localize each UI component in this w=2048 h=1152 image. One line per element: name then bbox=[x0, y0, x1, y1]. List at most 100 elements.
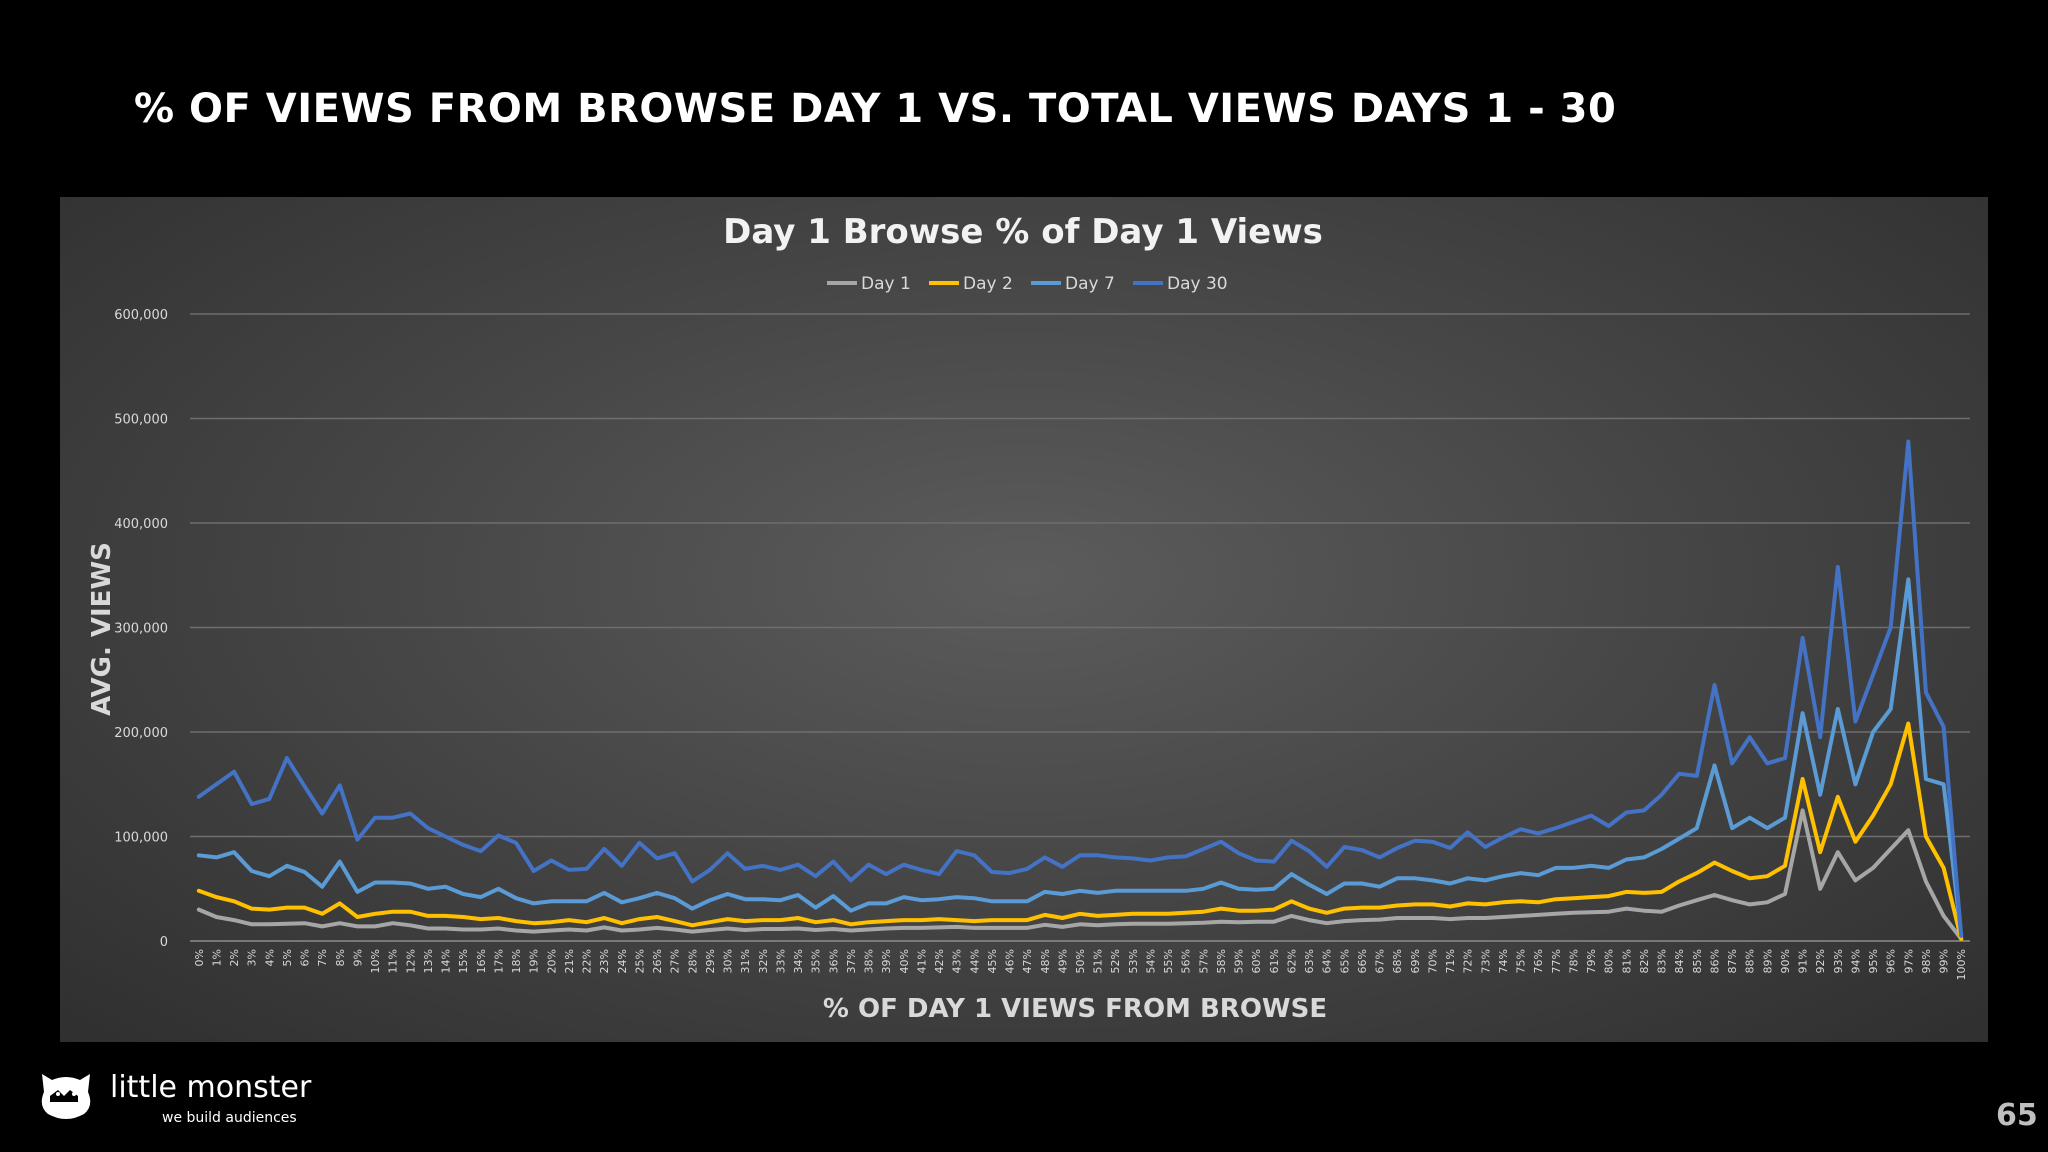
y-tick-label: 300,000 bbox=[114, 622, 168, 637]
x-tick-label: 70% bbox=[1426, 949, 1439, 973]
x-tick-label: 97% bbox=[1902, 949, 1915, 973]
x-tick-label: 74% bbox=[1497, 949, 1510, 973]
x-tick-label: 20% bbox=[545, 949, 558, 973]
x-tick-label: 76% bbox=[1532, 949, 1545, 973]
x-tick-label: 49% bbox=[1056, 949, 1069, 973]
x-tick-label: 3% bbox=[246, 949, 259, 966]
x-tick-label: 83% bbox=[1656, 949, 1669, 973]
x-tick-label: 22% bbox=[581, 949, 594, 973]
x-tick-label: 37% bbox=[845, 949, 858, 973]
chart-title: Day 1 Browse % of Day 1 Views bbox=[723, 212, 1323, 252]
series-line-day-30 bbox=[196, 439, 1964, 938]
x-tick-label: 10% bbox=[369, 949, 382, 973]
y-tick-label: 400,000 bbox=[114, 517, 168, 532]
x-tick-label: 68% bbox=[1391, 949, 1404, 973]
x-tick-label: 32% bbox=[757, 949, 770, 973]
x-tick-label: 23% bbox=[598, 949, 611, 973]
page-number: 65 bbox=[1996, 1098, 2038, 1133]
y-tick-label: 200,000 bbox=[114, 726, 168, 741]
chart-legend: Day 1 Day 2 Day 7 Day 30 bbox=[827, 274, 1228, 294]
x-tick-label: 90% bbox=[1779, 949, 1792, 973]
x-tick-label: 19% bbox=[528, 949, 541, 973]
x-tick-label: 6% bbox=[299, 949, 312, 966]
logo: little monster we build audiences bbox=[34, 1066, 334, 1136]
x-tick-label: 89% bbox=[1761, 949, 1774, 973]
x-tick-label: 91% bbox=[1797, 949, 1810, 973]
x-tick-label: 58% bbox=[1215, 949, 1228, 973]
x-tick-label: 40% bbox=[898, 949, 911, 973]
x-tick-label: 24% bbox=[616, 949, 629, 973]
legend-label: Day 2 bbox=[963, 274, 1013, 294]
x-tick-label: 5% bbox=[281, 949, 294, 966]
x-tick-label: 51% bbox=[1092, 949, 1105, 973]
legend-item: Day 2 bbox=[929, 274, 1013, 294]
x-tick-label: 77% bbox=[1550, 949, 1563, 973]
x-tick-label: 96% bbox=[1885, 949, 1898, 973]
x-tick-label: 54% bbox=[1144, 949, 1157, 973]
x-tick-label: 66% bbox=[1356, 949, 1369, 973]
x-tick-label: 94% bbox=[1849, 949, 1862, 973]
x-tick-label: 80% bbox=[1603, 949, 1616, 973]
x-tick-label: 45% bbox=[986, 949, 999, 973]
y-tick-label: 0 bbox=[160, 935, 168, 950]
x-tick-label: 30% bbox=[722, 949, 735, 973]
x-tick-label: 29% bbox=[704, 949, 717, 973]
x-tick-label: 2% bbox=[228, 949, 241, 966]
x-tick-label: 93% bbox=[1832, 949, 1845, 973]
x-tick-label: 34% bbox=[792, 949, 805, 973]
x-tick-label: 12% bbox=[404, 949, 417, 973]
x-tick-label: 73% bbox=[1479, 949, 1492, 973]
x-tick-label: 64% bbox=[1321, 949, 1334, 973]
x-tick-label: 35% bbox=[810, 949, 823, 973]
x-tick-label: 92% bbox=[1814, 949, 1827, 973]
x-tick-label: 26% bbox=[651, 949, 664, 973]
x-tick-label: 99% bbox=[1938, 949, 1951, 973]
x-tick-label: 11% bbox=[387, 949, 400, 973]
x-tick-label: 57% bbox=[1197, 949, 1210, 973]
y-tick-label: 600,000 bbox=[114, 308, 168, 323]
x-tick-label: 50% bbox=[1074, 949, 1087, 973]
x-tick-label: 56% bbox=[1180, 949, 1193, 973]
x-tick-label: 72% bbox=[1462, 949, 1475, 973]
x-tick-label: 15% bbox=[457, 949, 470, 973]
x-tick-label: 38% bbox=[863, 949, 876, 973]
x-tick-label: 0% bbox=[193, 949, 206, 966]
x-tick-label: 7% bbox=[316, 949, 329, 966]
x-tick-label: 31% bbox=[739, 949, 752, 973]
x-tick-label: 4% bbox=[263, 949, 276, 966]
x-tick-label: 81% bbox=[1620, 949, 1633, 973]
logo-name: little monster bbox=[110, 1070, 312, 1105]
monster-cat-icon bbox=[41, 1074, 91, 1119]
x-tick-label: 46% bbox=[1004, 949, 1017, 973]
legend-item: Day 30 bbox=[1133, 274, 1228, 294]
x-tick-label: 41% bbox=[915, 949, 928, 973]
legend-label: Day 1 bbox=[861, 274, 911, 294]
x-tick-label: 8% bbox=[334, 949, 347, 966]
logo-tagline: we build audiences bbox=[162, 1110, 297, 1126]
x-tick-label: 100% bbox=[1955, 949, 1968, 980]
x-tick-label: 52% bbox=[1109, 949, 1122, 973]
x-tick-label: 28% bbox=[686, 949, 699, 973]
x-tick-label: 79% bbox=[1585, 949, 1598, 973]
x-tick-label: 69% bbox=[1409, 949, 1422, 973]
x-tick-label: 82% bbox=[1638, 949, 1651, 973]
x-tick-label: 55% bbox=[1162, 949, 1175, 973]
legend-item: Day 7 bbox=[1031, 274, 1115, 294]
x-tick-label: 98% bbox=[1920, 949, 1933, 973]
x-tick-label: 43% bbox=[951, 949, 964, 973]
x-tick-label: 25% bbox=[633, 949, 646, 973]
x-tick-label: 85% bbox=[1691, 949, 1704, 973]
line-chart: Day 1 Browse % of Day 1 Views Day 1 Day 2… bbox=[87, 212, 1970, 1024]
x-tick-label: 9% bbox=[351, 949, 364, 966]
chart-panel: Day 1 Browse % of Day 1 Views Day 1 Day 2… bbox=[60, 197, 1988, 1042]
x-tick-label: 59% bbox=[1233, 949, 1246, 973]
x-tick-label: 88% bbox=[1744, 949, 1757, 973]
x-tick-label: 61% bbox=[1268, 949, 1281, 973]
x-tick-label: 18% bbox=[510, 949, 523, 973]
legend-label: Day 30 bbox=[1167, 274, 1228, 294]
x-tick-label: 86% bbox=[1708, 949, 1721, 973]
x-tick-label: 63% bbox=[1303, 949, 1316, 973]
y-tick-label: 500,000 bbox=[114, 413, 168, 428]
series-line-day-2 bbox=[196, 721, 1964, 941]
series-line-day-1 bbox=[196, 808, 1964, 941]
